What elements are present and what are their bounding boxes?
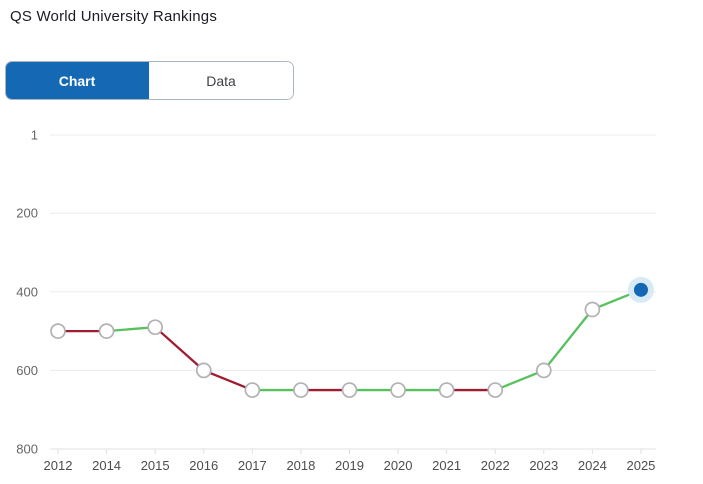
data-point-2025[interactable] <box>633 282 648 297</box>
data-point-2019[interactable] <box>341 382 358 398</box>
x-axis-label-2019: 2019 <box>335 458 364 473</box>
data-point-2017[interactable] <box>244 382 261 398</box>
ranking-line-chart: 1 200 400 600 800 2012 2014 2015 2016 2017 2018 201… <box>0 112 703 484</box>
x-axis-label-2015: 2015 <box>141 458 170 473</box>
y-axis-tick-label: 200 <box>16 206 38 221</box>
x-axis-label-2017: 2017 <box>238 458 267 473</box>
x-axis-label-2014: 2014 <box>92 458 121 473</box>
tab-chart[interactable]: Chart <box>6 62 149 99</box>
data-point-2021[interactable] <box>438 382 455 398</box>
y-axis-tick-label: 400 <box>16 284 38 299</box>
data-point-2014[interactable] <box>98 323 115 339</box>
line-segment-2014-2015 <box>105 326 157 333</box>
data-point-2015[interactable] <box>147 319 164 336</box>
x-axis-label-2018: 2018 <box>286 458 315 473</box>
x-axis-label-2025: 2025 <box>626 458 655 473</box>
line-segment-2015-2016 <box>154 326 205 372</box>
x-axis-label-2016: 2016 <box>189 458 218 473</box>
x-axis-label-2012: 2012 <box>44 458 73 473</box>
x-axis-label-2022: 2022 <box>481 458 510 473</box>
data-point-2016[interactable] <box>195 362 212 379</box>
x-axis-label-2024: 2024 <box>578 458 607 473</box>
chart-canvas: 1 200 400 600 800 2012 2014 2015 2016 2017 2018 201… <box>16 128 656 473</box>
data-point-2020[interactable] <box>390 382 406 398</box>
x-axis-label-2021: 2021 <box>432 458 461 473</box>
y-axis-tick-label: 1 <box>31 128 38 143</box>
line-segment-2023-2024 <box>542 308 594 372</box>
y-axis-tick-label: 600 <box>16 363 38 378</box>
data-point-2018[interactable] <box>293 382 309 398</box>
line-segment-2016-2017 <box>202 369 254 392</box>
data-point-2024[interactable] <box>584 301 601 318</box>
y-axis-tick-label: 800 <box>16 442 38 457</box>
x-axis-label-2020: 2020 <box>384 458 413 473</box>
x-axis-label-2023: 2023 <box>529 458 558 473</box>
line-segment-2022-2023 <box>494 369 545 392</box>
chart-data-tab-group: Chart Data <box>5 61 294 100</box>
tab-data[interactable]: Data <box>149 62 293 99</box>
data-point-2022[interactable] <box>487 382 504 398</box>
data-point-2012[interactable] <box>50 323 66 339</box>
page-title: QS World University Rankings <box>10 8 218 25</box>
data-point-2023[interactable] <box>535 362 552 379</box>
